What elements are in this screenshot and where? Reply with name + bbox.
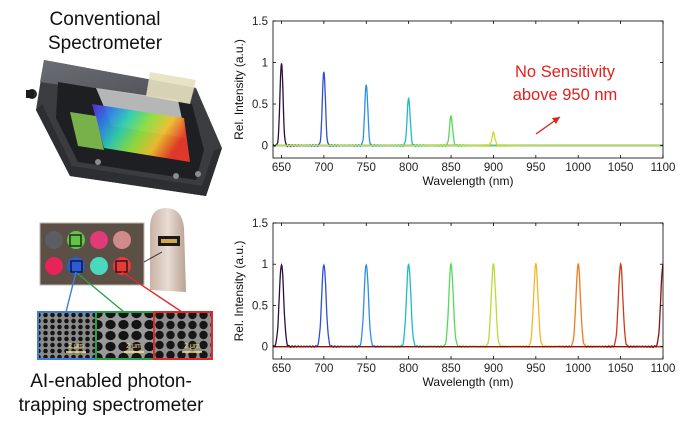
conventional-spectrometer-picture xyxy=(26,60,222,196)
spectrum-line-700 xyxy=(273,263,663,349)
x-tick-label-650: 650 xyxy=(272,162,291,174)
conventional-spectrometer-label: Conventional Spectrometer xyxy=(10,8,200,56)
y-tick-label-0: 0 xyxy=(262,141,268,153)
top-label-line-1: Conventional xyxy=(49,9,161,30)
x-axis-label: Wavelength (nm) xyxy=(423,375,514,389)
y-tick-label-2: 1 xyxy=(262,259,268,271)
spectrum-line-800 xyxy=(273,262,663,349)
x-tick-label-1050: 1050 xyxy=(608,363,634,375)
photon-trapping-spectrometer-label: AI-enabled photon- trapping spectrometer xyxy=(0,370,222,418)
y-tick-label-3: 1.5 xyxy=(252,16,268,28)
plot-frame xyxy=(272,20,664,159)
spectrum-line-900 xyxy=(273,263,663,349)
x-tick-label-1000: 1000 xyxy=(565,363,591,375)
y-tick-label-1: 0.5 xyxy=(252,300,268,312)
x-tick-label-950: 950 xyxy=(526,162,545,174)
annotation-line-1: No Sensitivity xyxy=(515,63,616,81)
x-tick-label-1000: 1000 xyxy=(565,162,591,174)
sem-images: 2 μm 2 μm 2 μm xyxy=(37,311,213,360)
zoom-connector-lines xyxy=(65,271,183,313)
bottom-label-line-1: AI-enabled photon- xyxy=(30,371,192,392)
x-tick-label-900: 900 xyxy=(484,363,503,375)
y-tick-label-3: 1.5 xyxy=(252,218,268,230)
x-tick-label-1100: 1100 xyxy=(651,363,676,375)
photon-trapping-spectrum-chart: 650 700 750 800 850 900 950 1000 1050 1100 0 0.5 1 1.… xyxy=(232,218,675,389)
annotation-arrow-head xyxy=(552,117,560,124)
y-tick-label-0: 0 xyxy=(262,342,268,354)
x-tick-label-750: 750 xyxy=(357,363,376,375)
spectrum-line-750 xyxy=(273,263,663,349)
scale-bar-label-2: 2 μm xyxy=(126,343,142,350)
y-tick-label-1: 0.5 xyxy=(252,99,268,111)
y-axis-label: Rel. Intensity (a.u.) xyxy=(232,39,246,140)
x-tick-label-800: 800 xyxy=(399,363,418,375)
spectrum-line-850 xyxy=(273,114,663,148)
x-axis-label: Wavelength (nm) xyxy=(423,174,514,188)
x-tick-label-950: 950 xyxy=(526,363,545,375)
scale-bar-label-1: 2 μm xyxy=(68,343,84,350)
spectrum-line-950 xyxy=(273,263,663,349)
x-tick-label-1050: 1050 xyxy=(608,162,634,174)
x-tick-label-700: 700 xyxy=(314,363,333,375)
bottom-label-line-2: trapping spectrometer xyxy=(18,395,204,416)
x-tick-label-850: 850 xyxy=(441,363,460,375)
fingertip-chip-photo xyxy=(143,208,186,292)
sensor-array-photo xyxy=(39,222,145,286)
x-tick-label-700: 700 xyxy=(314,162,333,174)
spectrum-line-1100 xyxy=(273,264,664,349)
spectrum-line-1000 xyxy=(273,263,663,349)
scale-bar-label-3: 2 μm xyxy=(184,343,200,350)
spectrum-line-700 xyxy=(273,71,663,148)
spectrum-line-800 xyxy=(273,96,663,148)
plot-frame xyxy=(272,222,664,360)
x-tick-label-750: 750 xyxy=(357,162,376,174)
x-tick-label-1100: 1100 xyxy=(651,162,676,174)
spectrum-line-850 xyxy=(273,261,663,349)
y-axis-label: Rel. Intensity (a.u.) xyxy=(232,241,246,342)
top-label-line-2: Spectrometer xyxy=(47,33,163,54)
annotation-line-2: above 950 nm xyxy=(513,86,618,104)
y-tick-label-2: 1 xyxy=(262,58,268,70)
spectrum-line-1050 xyxy=(273,262,663,349)
x-tick-label-900: 900 xyxy=(484,162,503,174)
x-tick-label-650: 650 xyxy=(272,363,291,375)
spectrum-line-650 xyxy=(272,262,663,349)
sem-image-red xyxy=(153,311,213,360)
x-tick-label-800: 800 xyxy=(399,162,418,174)
conventional-spectrum-chart: 650 700 750 800 850 900 950 1000 1050 1100 0 0.5 1 1.… xyxy=(232,16,675,188)
sem-image-blue xyxy=(37,311,97,360)
spectrum-line-900 xyxy=(273,131,663,148)
x-tick-label-850: 850 xyxy=(441,162,460,174)
